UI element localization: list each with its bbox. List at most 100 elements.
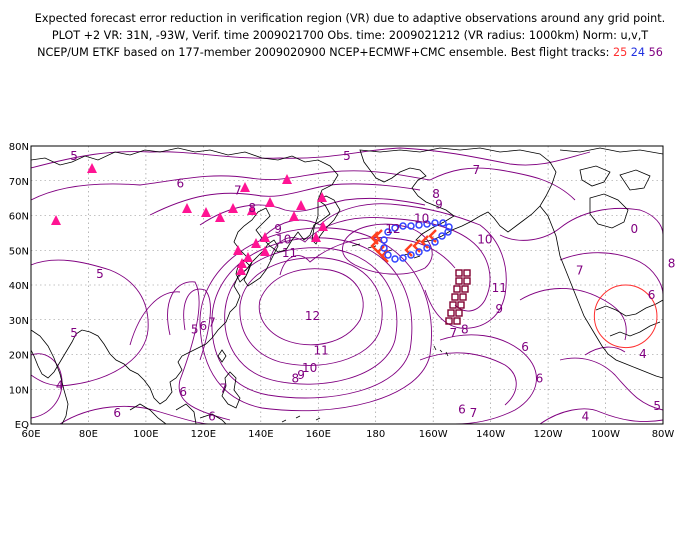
contour-value-label: 7 (220, 382, 228, 396)
contour-7-southeast (439, 334, 537, 424)
observation-triangle (318, 221, 328, 231)
pacific-islands (281, 415, 321, 423)
observation-triangle (317, 192, 327, 202)
philippines (221, 371, 241, 409)
observation-triangle (215, 212, 225, 222)
longitude-label: 100E (133, 429, 158, 440)
contour-value-label: 9 (435, 198, 443, 212)
longitude-label: 160E (306, 429, 331, 440)
contour-value-label: 9 (274, 222, 282, 236)
header-line-2: PLOT +2 VR: 31N, -93W, Verif. time 20090… (51, 29, 649, 42)
borneo-sumatra (129, 403, 227, 424)
contour-value-label: 10 (477, 232, 492, 246)
contour-8-east (559, 252, 663, 296)
track-56-marker (453, 317, 461, 325)
contour-5-west (129, 291, 181, 346)
plot-header: Expected forecast error reduction in ver… (0, 10, 700, 61)
contour-value-label: 8 (432, 187, 440, 201)
track-25-marker (412, 239, 421, 253)
longitude-label: 60E (21, 429, 40, 440)
contour-value-label: 6 (521, 340, 529, 354)
contour-value-label: 11 (282, 246, 297, 260)
observation-triangle (260, 232, 270, 242)
longitude-label: 140W (476, 429, 505, 440)
contour-9-mid (259, 203, 507, 329)
track-25-label: 25 (612, 46, 628, 59)
taiwan (217, 349, 227, 363)
observation-triangle (51, 215, 61, 225)
contour-4-southeast (539, 408, 663, 424)
track-24-marker (399, 254, 407, 262)
observation-triangle (233, 245, 243, 255)
contour-6-north (31, 167, 576, 201)
track-24-marker (391, 255, 399, 263)
contour-value-label: 0 (630, 222, 638, 236)
longitude-label: 120E (191, 429, 216, 440)
observation-triangle (243, 252, 253, 262)
flight-track-24 (380, 219, 453, 263)
track-24-marker (439, 219, 447, 227)
track-56-marker (463, 277, 471, 285)
hudson-bay (589, 193, 629, 229)
longitude-label: 160W (419, 429, 448, 440)
contour-8-pacific (199, 227, 432, 412)
observation-triangle (282, 174, 292, 184)
latitude-label: 30N (9, 316, 29, 327)
track-25-marker (428, 229, 437, 243)
contour-7-west (183, 288, 211, 361)
longitude-label: 80W (652, 429, 675, 440)
latitude-label: 40N (9, 281, 29, 292)
track-56-marker (455, 277, 463, 285)
grid-lines (31, 146, 663, 424)
contour-value-label: 5 (343, 149, 351, 163)
track-25-marker (374, 229, 383, 243)
longitude-label: 120W (534, 429, 563, 440)
contour-value-label: 10 (414, 211, 429, 225)
observation-triangle (182, 203, 192, 213)
contour-value-label: 10 (302, 361, 317, 375)
track-24-marker (384, 228, 392, 236)
contour-value-label: 7 (576, 264, 584, 278)
flight-track-56 (445, 269, 471, 325)
track-56-marker (451, 293, 459, 301)
contour-value-label: 6 (177, 177, 185, 191)
contour-value-label: 5 (96, 267, 104, 281)
alaska (359, 147, 557, 243)
contour-6-southeast (419, 352, 517, 406)
contour-value-label: 11 (492, 281, 507, 295)
longitude-label: 100W (591, 429, 620, 440)
contour-6-west (167, 281, 231, 421)
contour-value-label: 4 (639, 347, 647, 361)
track-24-marker (415, 248, 423, 256)
contour-value-label: 5 (653, 399, 661, 413)
contour-value-label: 11 (314, 344, 329, 358)
hawaii (433, 345, 449, 357)
latitude-label: 70N (9, 177, 29, 188)
contour-lines (31, 147, 663, 424)
contour-value-label: 7 (470, 406, 478, 420)
contour-value-label: 6 (648, 288, 656, 302)
header-line-3: NCEP/UM ETKF based on 177-member 2009020… (0, 44, 700, 61)
track-56-marker (461, 285, 469, 293)
contour-value-label: 6 (208, 410, 216, 424)
verification-region-circle (593, 284, 658, 349)
contour-value-label: 5 (70, 149, 78, 163)
contour-value-label: 6 (536, 371, 544, 385)
contour-4-southwest (31, 353, 63, 419)
coastlines (31, 147, 663, 424)
observation-triangle (296, 200, 306, 210)
track-24-marker (407, 251, 415, 259)
track-24-marker (431, 219, 439, 227)
track-24-marker (380, 236, 388, 244)
contour-value-label: 4 (582, 410, 590, 424)
contour-value-label: 6 (179, 385, 187, 399)
longitude-label: 140E (248, 429, 273, 440)
contour-value-label: 7 (208, 316, 216, 330)
contour-value-label: 12 (305, 309, 320, 323)
track-56-marker (457, 301, 465, 309)
observation-triangle (260, 246, 270, 256)
contour-10-pacific (224, 247, 398, 385)
contour-value-label: 7 (234, 184, 242, 198)
contour-value-label: 8 (248, 201, 256, 215)
track-24-marker (438, 232, 446, 240)
